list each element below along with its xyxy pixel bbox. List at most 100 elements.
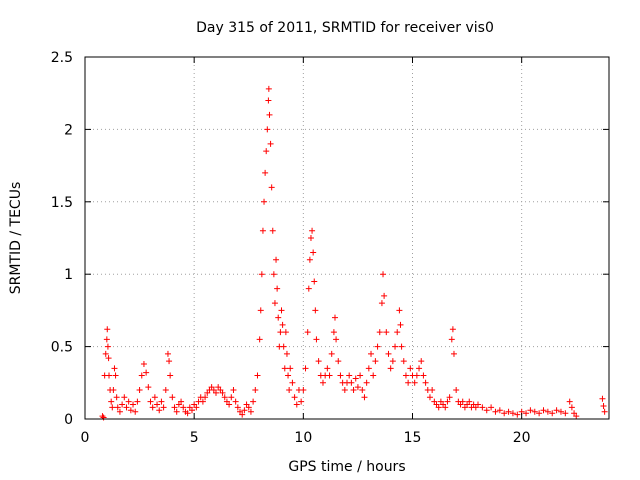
data-point (381, 292, 388, 299)
data-point (156, 407, 163, 414)
data-point (271, 300, 278, 307)
data-point (331, 314, 338, 321)
data-point (127, 407, 134, 414)
data-point (429, 387, 436, 394)
data-point (114, 404, 121, 411)
data-point (138, 372, 145, 379)
data-point (285, 372, 292, 379)
data-point (273, 256, 280, 263)
data-point (536, 410, 543, 417)
data-point (313, 336, 320, 343)
data-point (312, 307, 319, 314)
data-point (245, 404, 252, 411)
data-point (394, 329, 401, 336)
data-point (363, 379, 370, 386)
data-point (601, 408, 608, 415)
data-point (540, 407, 547, 414)
data-point (116, 408, 123, 415)
data-point (277, 329, 284, 336)
data-point (326, 372, 333, 379)
data-point (219, 389, 226, 396)
data-point (265, 85, 272, 92)
data-point (110, 387, 117, 394)
data-point (283, 350, 290, 357)
data-point (258, 271, 265, 278)
data-point (475, 401, 481, 408)
data-point (416, 365, 423, 372)
data-point (466, 398, 473, 405)
data-point (446, 394, 453, 401)
data-point (202, 394, 209, 401)
data-point (257, 307, 264, 314)
data-point (109, 404, 116, 411)
data-point (151, 394, 158, 401)
data-point (136, 387, 143, 394)
data-point (397, 321, 404, 328)
data-point (346, 372, 353, 379)
data-point (274, 285, 281, 292)
data-point (341, 387, 348, 394)
plot-frame (84, 56, 610, 420)
data-point (337, 372, 344, 379)
data-point (286, 387, 293, 394)
data-point (348, 379, 355, 386)
data-point (330, 329, 337, 336)
data-point (310, 249, 317, 256)
data-point (562, 410, 569, 417)
data-point (599, 395, 606, 402)
x-axis-label: GPS time / hours (288, 459, 405, 475)
data-point (422, 379, 429, 386)
data-point (267, 140, 274, 147)
data-point (370, 372, 377, 379)
x-tick-label: 0 (81, 430, 90, 446)
x-tick-label: 15 (404, 430, 422, 446)
data-point (573, 413, 580, 420)
data-point (100, 414, 107, 421)
data-point (149, 404, 156, 411)
data-point (365, 365, 372, 372)
data-point (448, 336, 455, 343)
data-point (123, 404, 130, 411)
data-point (281, 365, 288, 372)
data-point (147, 398, 154, 405)
data-point (335, 358, 342, 365)
axis-ticks (84, 56, 609, 420)
data-point (307, 235, 314, 241)
data-point (254, 372, 261, 379)
x-tick-label: 5 (190, 430, 199, 446)
grid (85, 57, 609, 419)
data-point (523, 410, 530, 417)
data-point (501, 410, 508, 417)
data-point (305, 285, 312, 292)
data-point (250, 398, 257, 405)
data-point (298, 398, 305, 405)
data-points (99, 85, 608, 421)
data-point (302, 365, 309, 372)
data-point (553, 407, 560, 414)
data-point (279, 321, 286, 328)
data-point (121, 394, 128, 401)
data-point (278, 307, 285, 314)
data-point (268, 184, 275, 191)
x-tick-labels: 0 5 10 15 20 (81, 430, 531, 446)
data-point (568, 404, 575, 411)
data-point (130, 401, 137, 408)
data-point (426, 394, 433, 401)
data-point (230, 387, 237, 394)
data-point (385, 350, 392, 357)
data-point (435, 404, 442, 411)
y-tick-label: 0.5 (51, 340, 73, 356)
data-point (188, 407, 195, 414)
data-point (259, 227, 266, 234)
data-point (442, 404, 449, 411)
data-point (241, 407, 248, 414)
data-point (252, 387, 259, 394)
data-point (106, 372, 113, 379)
data-point (171, 404, 178, 411)
data-point (357, 372, 364, 379)
data-point (256, 336, 263, 343)
data-point (291, 394, 298, 401)
data-point (398, 343, 405, 350)
data-point (483, 407, 490, 414)
y-tick-label: 2 (64, 122, 73, 138)
